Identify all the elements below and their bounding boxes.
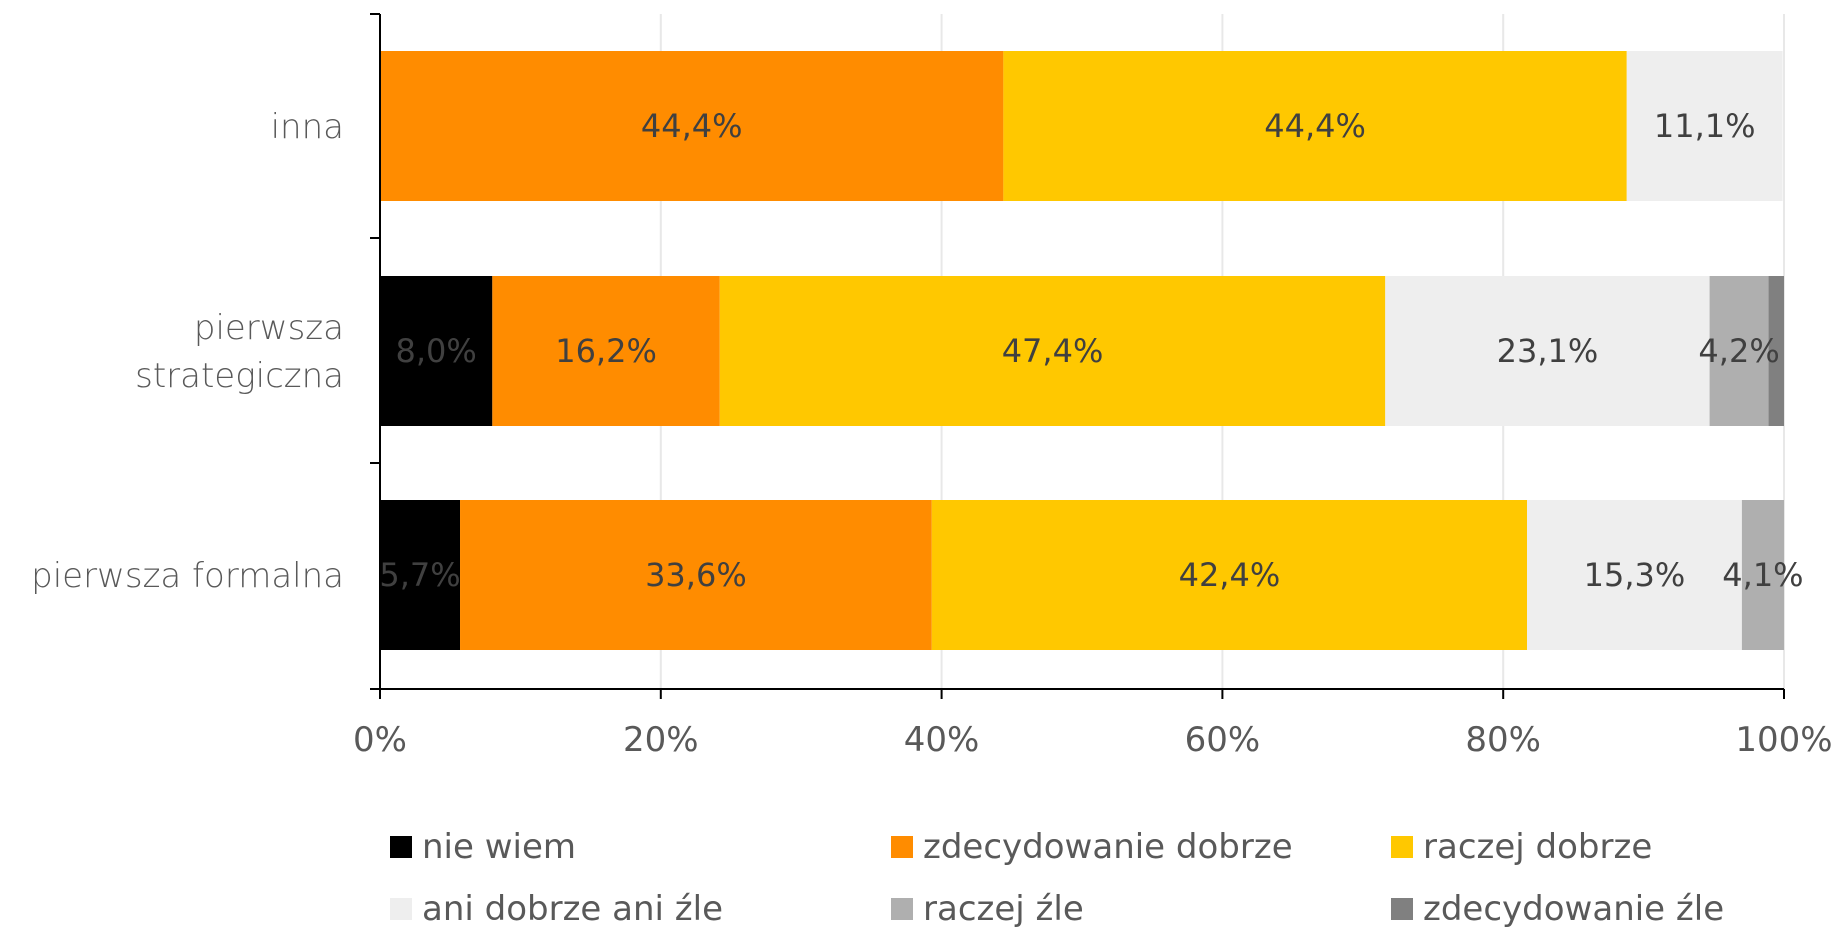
legend: nie wiem zdecydowanie dobrze raczej dobrze… [390, 827, 1724, 929]
data-label: 5,7% [379, 556, 460, 594]
bar-segment [1741, 500, 1784, 650]
x-tick-label: 80% [1465, 720, 1541, 760]
data-label: 44,4% [1264, 107, 1366, 145]
data-label: 15,3% [1584, 556, 1686, 594]
bar-segment [1768, 276, 1784, 426]
bar-segment [460, 500, 932, 650]
legend-swatch [891, 898, 913, 920]
x-tick-label: 100% [1735, 720, 1832, 760]
legend-label: zdecydowanie źle [1423, 889, 1724, 929]
data-label: 23,1% [1497, 332, 1599, 370]
legend-label: ani dobrze ani źle [422, 889, 723, 929]
x-tick-label: 40% [904, 720, 980, 760]
legend-swatch [1391, 898, 1413, 920]
bar-segment [931, 500, 1528, 650]
data-label: 8,0% [396, 332, 477, 370]
legend-swatch [1391, 836, 1413, 858]
bar-segment [492, 276, 720, 426]
data-label: 47,4% [1002, 332, 1104, 370]
legend-label: raczej dobrze [1423, 827, 1652, 867]
x-tick-label: 60% [1185, 720, 1261, 760]
bar-segment [1709, 276, 1769, 426]
bar-segment [380, 276, 493, 426]
data-labels: 44,4% 44,4% 11,1% 8,0% 16,2% 47,4% 23,1% 4,2% 5,… [379, 107, 1803, 594]
data-label: 33,6% [645, 556, 747, 594]
bar-segment [1385, 276, 1710, 426]
data-label: 4,2% [1698, 332, 1779, 370]
data-label: 11,1% [1654, 107, 1756, 145]
legend-label: nie wiem [422, 827, 576, 867]
legend-label: raczej źle [923, 889, 1084, 929]
category-label: strategiczna [135, 356, 344, 396]
bar-segment [380, 51, 1004, 201]
bar-segment [1527, 500, 1742, 650]
axes [370, 13, 1785, 699]
category-labels: inna pierwsza strategiczna pierwsza formaln… [31, 107, 344, 596]
legend-swatch [390, 898, 412, 920]
category-label: pierwsza [194, 308, 344, 348]
tick-labels: 0% 20% 40% 60% 80% 100% [353, 720, 1833, 760]
data-label: 42,4% [1179, 556, 1281, 594]
bar-segment [380, 500, 461, 650]
bar-segment [1626, 51, 1783, 201]
data-label: 4,1% [1722, 556, 1803, 594]
bar-segment [1003, 51, 1627, 201]
bar-segment [719, 276, 1386, 426]
legend-swatch [390, 836, 412, 858]
legend-swatch [891, 836, 913, 858]
x-tick-label: 20% [623, 720, 699, 760]
category-label: inna [271, 107, 344, 147]
x-tick-label: 0% [353, 720, 407, 760]
category-label: pierwsza formalna [31, 556, 344, 596]
data-label: 44,4% [641, 107, 743, 145]
data-label: 16,2% [555, 332, 657, 370]
bars [380, 51, 1784, 650]
legend-label: zdecydowanie dobrze [923, 827, 1293, 867]
